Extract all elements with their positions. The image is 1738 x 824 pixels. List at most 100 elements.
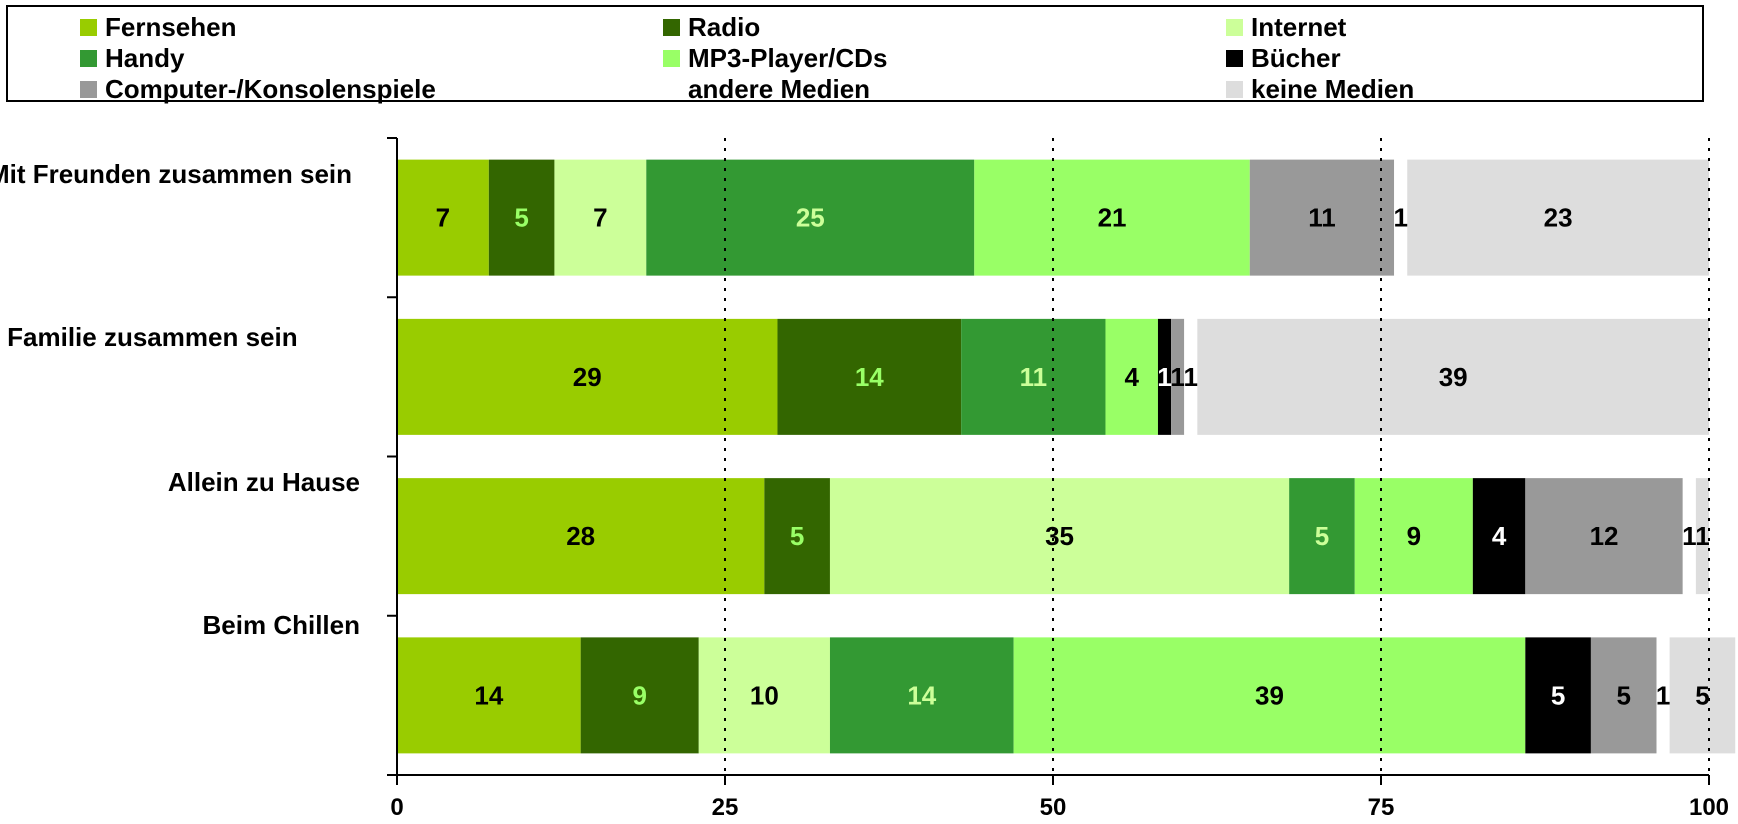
data-label: 4: [1492, 521, 1507, 551]
bar-segment: [1525, 637, 1591, 754]
bar-segment: [1197, 318, 1709, 435]
data-label: 39: [1255, 680, 1284, 710]
data-label: 1: [1184, 362, 1198, 392]
bar-segment: [1249, 159, 1395, 276]
data-label: 29: [573, 362, 602, 392]
legend-label: Radio: [688, 12, 761, 42]
data-label: 9: [1407, 521, 1421, 551]
legend-swatch: [1226, 49, 1243, 67]
x-tick-label: 75: [1368, 794, 1395, 821]
data-label: 1: [1393, 203, 1407, 233]
legend-label: Computer-/Konsolenspiele: [105, 74, 436, 104]
legend: Fernsehen Radio Internet Handy MP3-Player/CD…: [6, 5, 1704, 104]
bar-segment: [1354, 478, 1473, 595]
legend-swatch: [1226, 80, 1243, 98]
data-label: 14: [907, 680, 936, 710]
bar-segment: [397, 478, 765, 595]
data-label: 5: [1315, 521, 1329, 551]
data-label: 14: [855, 362, 884, 392]
bar-segment: [974, 159, 1250, 276]
bar-segment: [397, 318, 778, 435]
data-label: 4: [1124, 362, 1139, 392]
legend-label: andere Medien: [688, 74, 871, 104]
data-label: 7: [436, 203, 450, 233]
bar-segment: [1013, 637, 1526, 754]
bar-segment: [1525, 478, 1683, 595]
legend-item: Handy: [80, 43, 184, 73]
bar-segment: [646, 159, 975, 276]
data-label: 5: [1695, 680, 1709, 710]
data-label: 5: [790, 521, 804, 551]
bar-segment: [554, 159, 647, 276]
bar-segment: [1289, 478, 1355, 595]
legend-label: keine Medien: [1251, 74, 1415, 104]
bar-segment: [829, 478, 1290, 595]
legend-label: Bücher: [1251, 43, 1341, 73]
data-label: 5: [1551, 680, 1565, 710]
bar-segment: [488, 159, 555, 276]
data-label: 1: [1170, 362, 1184, 392]
bar-segment: [1669, 637, 1736, 754]
data-label: 21: [1098, 203, 1127, 233]
bar-segment: [1695, 478, 1709, 595]
legend-item: Fernsehen: [80, 12, 237, 42]
data-label: 1: [1682, 521, 1696, 551]
x-tick-label: 0: [390, 794, 403, 821]
bar-segment: [1656, 637, 1670, 754]
bar-segment: [397, 637, 581, 754]
data-label: 11: [1020, 362, 1048, 392]
legend-item: Radio: [663, 12, 760, 42]
legend-item: MP3-Player/CDs: [663, 43, 887, 73]
bar-segment: [1590, 637, 1657, 754]
data-label: 1: [1157, 362, 1171, 392]
x-tick-label: 50: [1040, 794, 1067, 821]
data-label: 23: [1544, 203, 1573, 233]
data-label: 25: [796, 203, 825, 233]
data-label: 1: [1695, 521, 1709, 551]
data-label: 5: [1616, 680, 1630, 710]
category-label: Mit Familie zusammen sein: [0, 322, 298, 352]
bar-segment: [1472, 478, 1526, 595]
category-label: Beim Chillen: [202, 610, 360, 640]
legend-swatch: [80, 80, 97, 98]
data-label: 10: [750, 680, 779, 710]
data-label: 11: [1308, 203, 1336, 233]
legend-swatch: [80, 49, 97, 67]
category-label: Allein zu Hause: [167, 467, 360, 497]
data-label: 35: [1045, 521, 1074, 551]
data-label: 5: [514, 203, 528, 233]
legend-item: Computer-/Konsolenspiele: [80, 74, 436, 104]
legend-item: Internet: [1226, 12, 1346, 42]
legend-item: Bücher: [1226, 43, 1341, 73]
legend-label: Internet: [1251, 12, 1347, 42]
legend-label: MP3-Player/CDs: [688, 43, 888, 73]
legend-label: Handy: [105, 43, 185, 73]
bar-segment: [397, 159, 489, 276]
bar-segment: [698, 637, 830, 754]
data-label: 1: [1656, 680, 1670, 710]
data-label: 9: [632, 680, 646, 710]
bar-segment: [764, 478, 830, 595]
legend-swatch: [80, 18, 97, 36]
data-label: 39: [1439, 362, 1468, 392]
bar-segment: [1105, 318, 1158, 435]
bar-segment: [1682, 478, 1696, 595]
bar-segment: [1394, 159, 1408, 276]
legend-label: Fernsehen: [105, 12, 237, 42]
bar-segment: [829, 637, 1014, 754]
bar-segment: [1407, 159, 1709, 276]
bar-segment: [1184, 318, 1198, 435]
data-label: 14: [474, 680, 503, 710]
legend-swatch: [663, 18, 680, 36]
bar-segment: [580, 637, 699, 754]
legend-swatch: [1226, 18, 1243, 36]
x-tick-label: 25: [712, 794, 739, 821]
data-label: 12: [1590, 521, 1619, 551]
bar-segment: [777, 318, 962, 435]
category-label: Mit Freunden zusammen sein: [0, 159, 353, 189]
legend-swatch: [663, 49, 680, 67]
x-tick-label: 100: [1689, 794, 1729, 821]
bar-segment: [961, 318, 1106, 435]
data-label: 28: [566, 521, 595, 551]
